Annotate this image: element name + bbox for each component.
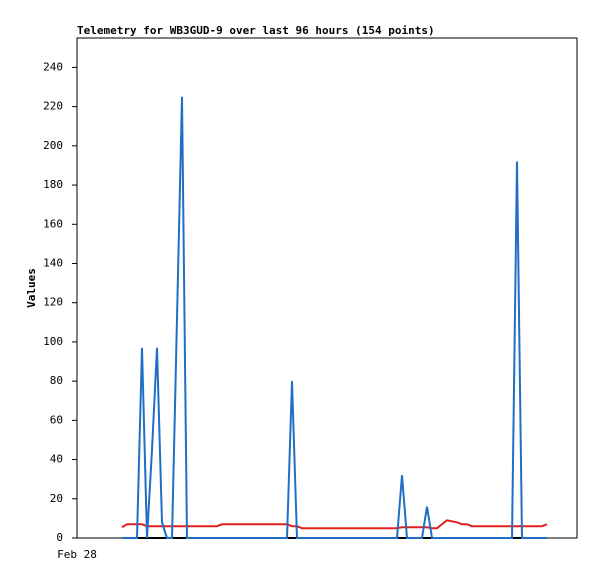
y-tick-label: 200 bbox=[43, 139, 63, 152]
y-tick-label: 0 bbox=[56, 531, 63, 544]
y-axis-label: Values bbox=[25, 268, 38, 308]
series-line bbox=[122, 96, 547, 539]
y-tick-label: 240 bbox=[43, 60, 63, 73]
y-tick-label: 180 bbox=[43, 178, 63, 191]
y-tick-label: 40 bbox=[50, 453, 63, 466]
series-line bbox=[121, 519, 548, 530]
y-tick-label: 60 bbox=[50, 413, 63, 426]
chart-title: Telemetry for WB3GUD-9 over last 96 hour… bbox=[77, 24, 435, 37]
y-tick-label: 20 bbox=[50, 492, 63, 505]
y-tick-label: 140 bbox=[43, 256, 63, 269]
y-tick-label: 220 bbox=[43, 100, 63, 113]
y-tick-label: 120 bbox=[43, 296, 63, 309]
y-tick-label: 160 bbox=[43, 217, 63, 230]
y-tick-label: 80 bbox=[50, 374, 63, 387]
y-tick-label: 100 bbox=[43, 335, 63, 348]
x-tick-label: Feb 28 bbox=[57, 548, 97, 561]
